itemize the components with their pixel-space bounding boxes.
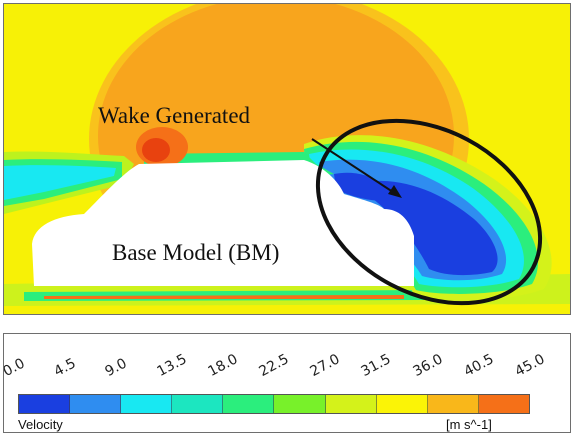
model-label: Base Model (BM) <box>112 240 279 265</box>
colorbar-variable-label: Velocity <box>18 417 63 432</box>
colorbar-tick-label: 36.0 <box>410 351 446 380</box>
wake-arrow-head <box>388 185 402 198</box>
contour-plot-panel: Wake Generated Base Model (BM) <box>3 3 571 315</box>
velocity-contour-plot: Wake Generated Base Model (BM) <box>4 4 570 314</box>
colorbar-segment <box>70 395 122 413</box>
colorbar <box>18 394 530 414</box>
wake-upper-core <box>334 172 399 201</box>
colorbar-tick-label: 18.0 <box>205 351 241 380</box>
colorbar-segment <box>19 395 71 413</box>
colorbar-segment <box>427 395 479 413</box>
wake-label: Wake Generated <box>98 103 251 128</box>
stagnation-core <box>142 138 170 162</box>
colorbar-segment <box>172 395 224 413</box>
colorbar-tick-label: 9.0 <box>102 355 131 380</box>
colorbar-tick-label: 0.0 <box>3 355 28 380</box>
colorbar-units-label: [m s^-1] <box>446 417 492 432</box>
roof-shear-layer <box>144 152 334 176</box>
ground-red-strip <box>44 295 404 299</box>
upstream-cyan-band <box>4 165 116 200</box>
colorbar-tick-label: 22.5 <box>256 351 292 380</box>
colorbar-segment <box>121 395 173 413</box>
colorbar-segment <box>478 395 529 413</box>
colorbar-tick-label: 40.5 <box>461 351 497 380</box>
colorbar-legend-panel: 0.0 4.5 9.0 13.5 18.0 22.5 27.0 31.5 36.0 40.5 45.… <box>3 333 571 433</box>
colorbar-tick-label: 45.0 <box>512 351 548 380</box>
colorbar-tick-label: 4.5 <box>51 355 79 380</box>
colorbar-segment <box>325 395 377 413</box>
colorbar-tick-label: 27.0 <box>307 351 343 380</box>
colorbar-segment <box>376 395 428 413</box>
wake-ellipse <box>315 118 543 306</box>
wake-core <box>364 180 498 276</box>
colorbar-segment <box>223 395 275 413</box>
colorbar-segment <box>274 395 326 413</box>
colorbar-tick-label: 13.5 <box>154 351 190 380</box>
wake-arrow-line <box>311 138 397 195</box>
colorbar-tick-label: 31.5 <box>358 351 394 380</box>
